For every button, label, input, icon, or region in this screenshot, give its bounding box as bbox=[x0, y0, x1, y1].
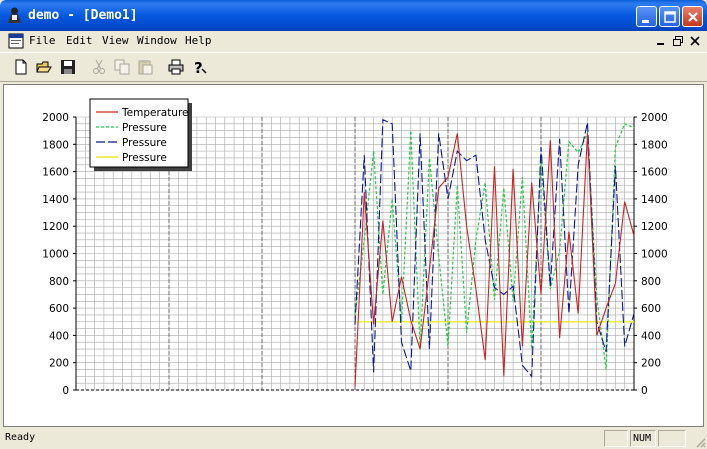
y-tick-label-right: 600 bbox=[641, 303, 661, 315]
status-text: Ready bbox=[5, 432, 36, 443]
open-button[interactable] bbox=[33, 56, 55, 78]
y-tick-label-left: 600 bbox=[49, 303, 69, 315]
menu-bar: File Edit View Window Help bbox=[0, 31, 707, 52]
menu-help[interactable]: Help bbox=[185, 34, 212, 47]
mdi-minimize-icon[interactable] bbox=[655, 35, 667, 47]
legend-label: Pressure bbox=[122, 122, 167, 134]
mdi-close-icon[interactable] bbox=[689, 35, 701, 47]
legend-box bbox=[89, 98, 189, 168]
cut-button[interactable] bbox=[88, 56, 110, 78]
y-tick-label-right: 200 bbox=[641, 358, 661, 370]
y-tick-label-left: 1200 bbox=[42, 221, 69, 233]
y-tick-label-left: 0 bbox=[62, 385, 69, 397]
status-pane-num: NUM bbox=[630, 430, 656, 447]
paste-button[interactable] bbox=[134, 56, 156, 78]
y-tick-label-left: 1400 bbox=[42, 194, 69, 206]
close-icon bbox=[688, 12, 698, 22]
y-tick-label-right: 1600 bbox=[641, 167, 668, 179]
save-button[interactable] bbox=[57, 56, 79, 78]
toolbar: ? bbox=[0, 52, 707, 82]
help-icon: ? bbox=[194, 59, 207, 75]
y-tick-label-left: 2000 bbox=[42, 112, 69, 124]
cut-icon bbox=[93, 59, 105, 74]
mdi-restore-icon[interactable] bbox=[672, 35, 684, 47]
document-view: 0 0 200 200 400 400 600 600 800 800 1000 1000 1200 12… bbox=[3, 84, 704, 427]
status-bar: Ready NUM bbox=[0, 429, 707, 449]
y-tick-label-left: 1600 bbox=[42, 167, 69, 179]
y-tick-label-right: 1200 bbox=[641, 221, 668, 233]
y-tick-label-left: 200 bbox=[49, 358, 69, 370]
y-tick-label-right: 400 bbox=[641, 330, 661, 342]
close-button[interactable] bbox=[682, 6, 703, 27]
menu-edit[interactable]: Edit bbox=[66, 34, 93, 47]
y-tick-label-right: 1800 bbox=[641, 139, 668, 151]
y-tick-label-left: 1000 bbox=[42, 249, 69, 261]
status-pane-scrl bbox=[658, 430, 686, 447]
app-icon[interactable] bbox=[6, 6, 23, 24]
title-bar: demo - [Demo1] bbox=[0, 0, 707, 31]
new-icon bbox=[15, 59, 27, 75]
series-line-1 bbox=[354, 133, 635, 388]
maximize-button[interactable] bbox=[659, 6, 680, 27]
open-icon bbox=[36, 61, 52, 73]
help-button[interactable]: ? bbox=[188, 56, 210, 78]
legend-label: Pressure bbox=[122, 152, 167, 164]
maximize-icon bbox=[664, 11, 676, 23]
document-icon[interactable] bbox=[8, 33, 24, 49]
y-tick-label-right: 1000 bbox=[641, 249, 668, 261]
y-tick-label-left: 1800 bbox=[42, 139, 69, 151]
paste-icon bbox=[138, 60, 153, 75]
window-title: demo - [Demo1] bbox=[28, 8, 138, 23]
resize-grip-icon[interactable] bbox=[694, 436, 706, 448]
save-icon bbox=[61, 60, 75, 74]
y-tick-label-left: 800 bbox=[49, 276, 69, 288]
menu-view[interactable]: View bbox=[102, 34, 129, 47]
minimize-button[interactable] bbox=[636, 6, 657, 27]
minimize-icon bbox=[642, 20, 649, 23]
series-line-3 bbox=[354, 118, 635, 378]
copy-icon bbox=[114, 59, 130, 75]
y-tick-label-right: 1400 bbox=[641, 194, 668, 206]
y-tick-label-right: 2000 bbox=[641, 112, 668, 124]
print-icon bbox=[168, 59, 184, 75]
legend-label: Temperature bbox=[121, 107, 189, 119]
copy-button[interactable] bbox=[111, 56, 133, 78]
y-tick-label-right: 0 bbox=[641, 385, 648, 397]
svg-text:?: ? bbox=[194, 59, 203, 75]
menu-file[interactable]: File bbox=[29, 34, 56, 47]
print-button[interactable] bbox=[165, 56, 187, 78]
y-tick-label-right: 800 bbox=[641, 276, 661, 288]
legend-label: Pressure bbox=[122, 137, 167, 149]
new-button[interactable] bbox=[10, 56, 32, 78]
y-tick-label-left: 400 bbox=[49, 330, 69, 342]
line-chart: 0 0 200 200 400 400 600 600 800 800 1000 1000 1200 12… bbox=[42, 98, 668, 397]
menu-window[interactable]: Window bbox=[137, 34, 177, 47]
status-pane-caps bbox=[604, 430, 628, 447]
